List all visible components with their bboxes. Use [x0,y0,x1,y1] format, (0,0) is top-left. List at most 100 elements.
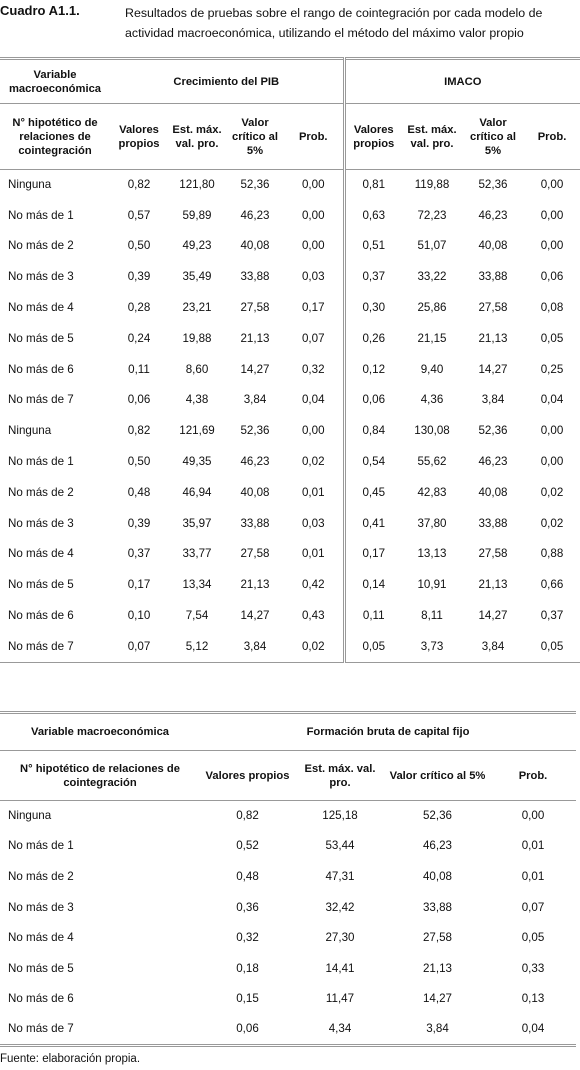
cell: 0,57 [127,208,151,222]
row-label: Ninguna [8,178,52,192]
column-header: Prob. [524,103,580,170]
cell: 52,36 [478,178,508,192]
cell: 8,11 [421,609,443,623]
data-row: Ninguna 0,82 121,69 52,36 0,00 0,84 130,08 52,3… [0,415,580,447]
cell: 52,36 [422,809,452,823]
row-header: N° hipotético de relaciones de cointegra… [0,103,110,170]
cell: 0,00 [540,208,564,222]
cell: 7,54 [185,609,209,623]
cell: 21,15 [417,331,447,345]
row-label: No más de 6 [8,362,74,376]
cell: 0,39 [127,516,151,530]
cell: 35,97 [182,516,212,530]
data-row: No más de 3 0,36 32,42 33,88 0,07 [0,892,576,923]
cell: 4,34 [328,1022,352,1036]
row-label: No más de 6 [8,992,74,1006]
column-header: Valor crítico al 5% [462,103,524,170]
group-header: Formación bruta de capital fijo [200,712,576,751]
cell: 14,27 [240,609,270,623]
cell: 0,17 [127,578,151,592]
cell: 0,02 [284,446,346,478]
cell: 0,24 [127,331,151,345]
cell: 130,08 [414,424,450,438]
row-label: No más de 7 [8,1022,74,1036]
row-label: No más de 5 [8,331,74,345]
data-row: No más de 2 0,48 47,31 40,08 0,01 [0,862,576,893]
cell: 0,01 [284,477,346,509]
caption-title: Resultados de pruebas sobre el rango de … [125,6,543,40]
corner-header: Variable macroeconómica [0,712,200,751]
cell: 27,58 [240,547,270,561]
cell: 0,54 [362,455,386,469]
column-header: Valor crítico al 5% [226,103,284,170]
cell: 0,13 [521,992,545,1006]
cell: 0,15 [236,992,259,1006]
cell: 0,10 [127,609,151,623]
cell: 0,14 [362,578,386,592]
row-label: No más de 1 [8,455,74,469]
cell: 0,03 [284,508,346,540]
cell: 0,50 [127,239,151,253]
cell: 3,84 [481,393,505,407]
data-row: No más de 7 0,06 4,38 3,84 0,04 0,06 4,36 3,84 0… [0,385,580,416]
cell: 52,36 [240,178,270,192]
cell: 55,62 [417,455,447,469]
cell: 0,01 [521,839,545,853]
cell: 0,00 [540,239,564,253]
cell: 0,88 [540,547,564,561]
cell: 40,08 [478,485,508,499]
source-note: Fuente: elaboración propia. [0,1053,141,1065]
cell: 0,06 [236,1022,259,1036]
data-row: No más de 6 0,11 8,60 14,27 0,32 0,12 9,40 14,2… [0,354,580,386]
row-label: No más de 3 [8,516,74,530]
data-row: No más de 7 0,06 4,34 3,84 0,04 [0,1015,576,1046]
cell: 0,04 [284,385,346,416]
cell: 3,73 [420,639,444,653]
cell: 33,88 [240,270,270,284]
cell: 37,80 [417,516,447,530]
data-row: No más de 5 0,18 14,41 21,13 0,33 [0,953,576,984]
data-row: No más de 6 0,15 11,47 14,27 0,13 [0,984,576,1015]
cell: 0,37 [127,547,151,561]
cell: 0,02 [284,631,346,663]
cell: 47,31 [325,869,355,883]
column-header: Valores propios [200,750,295,801]
cell: 0,07 [521,900,545,914]
cell: 0,43 [284,600,346,632]
cell: 0,63 [362,208,386,222]
cell: 33,88 [478,516,508,530]
cell: 0,04 [521,1022,545,1036]
cell: 8,60 [185,362,209,376]
cell: 49,23 [182,239,212,253]
cell: 0,36 [236,900,259,914]
cell: 21,13 [478,578,508,592]
cell: 23,21 [182,301,212,315]
cell: 27,30 [325,931,355,945]
cell: 0,17 [362,547,386,561]
corner-header: Variable macroeconómica [0,58,110,104]
cell: 14,27 [240,362,270,376]
column-header: Prob. [284,103,346,170]
cell: 0,32 [236,931,259,945]
cell: 121,80 [179,178,215,192]
cell: 0,01 [284,539,346,570]
row-label: Ninguna [8,809,52,823]
data-row: No más de 1 0,57 59,89 46,23 0,00 0,63 72,23 46… [0,200,580,232]
row-label: No más de 2 [8,239,74,253]
data-row: No más de 7 0,07 5,12 3,84 0,02 0,05 3,73 3,84 0… [0,631,580,663]
cell: 3,84 [481,639,505,653]
cell: 33,22 [417,270,447,284]
cell: 59,89 [182,208,212,222]
row-label: No más de 7 [8,639,74,653]
cell: 35,49 [182,270,212,284]
cell: 0,06 [540,270,564,284]
cell: 3,84 [243,639,267,653]
cell: 119,88 [414,178,450,192]
data-row: No más de 3 0,39 35,49 33,88 0,03 0,37 33,22 33… [0,261,580,293]
cell: 0,11 [362,609,385,623]
cell: 52,36 [478,424,508,438]
row-label: No más de 2 [8,485,74,499]
group-header: Crecimiento del PIB [110,58,346,104]
cell: 46,23 [240,208,270,222]
